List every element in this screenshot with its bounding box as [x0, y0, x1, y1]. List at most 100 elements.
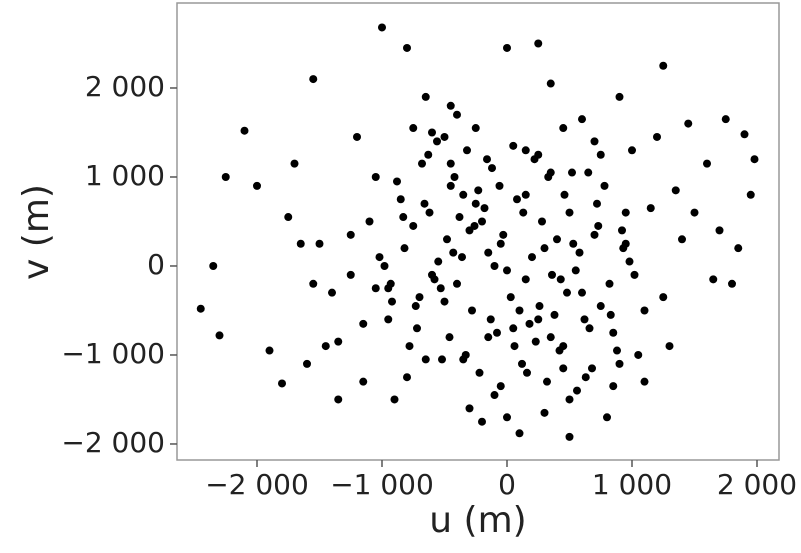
- point: [365, 217, 374, 226]
- point: [609, 328, 618, 337]
- y-tick-label: 0: [147, 248, 165, 281]
- point: [445, 333, 454, 342]
- point: [443, 235, 451, 244]
- point: [625, 257, 634, 266]
- plot-frame: [176, 2, 780, 461]
- point: [409, 221, 418, 230]
- x-tick-label: 1 000: [592, 468, 672, 501]
- point: [521, 190, 530, 199]
- point: [606, 310, 615, 319]
- point: [499, 230, 508, 239]
- point: [309, 279, 318, 288]
- point: [380, 261, 389, 270]
- point: [721, 115, 730, 124]
- point: [453, 110, 461, 119]
- point: [548, 270, 556, 279]
- point: [535, 302, 544, 311]
- point: [428, 128, 436, 137]
- point: [596, 302, 605, 311]
- point: [484, 248, 493, 257]
- point: [400, 244, 409, 253]
- point: [430, 275, 439, 284]
- point: [459, 190, 468, 199]
- point: [634, 350, 643, 359]
- point: [470, 221, 479, 230]
- point: [659, 293, 668, 302]
- point: [550, 310, 559, 319]
- point: [290, 159, 299, 168]
- point: [415, 293, 424, 302]
- x-tick-label: −2 000: [205, 468, 309, 501]
- point: [578, 288, 586, 297]
- point: [528, 253, 536, 262]
- point: [453, 279, 461, 288]
- point: [578, 115, 586, 124]
- point: [488, 164, 496, 173]
- point: [474, 186, 483, 195]
- point: [436, 284, 445, 293]
- y-tick-label: −1 000: [61, 337, 165, 370]
- point: [384, 315, 393, 324]
- point: [334, 395, 343, 404]
- y-tick-label: 2 000: [85, 70, 165, 103]
- point: [556, 275, 565, 284]
- point: [493, 328, 501, 337]
- point: [490, 391, 499, 400]
- point: [296, 239, 305, 248]
- point: [424, 150, 433, 159]
- point: [684, 119, 693, 128]
- x-tick-label: 0: [498, 468, 516, 501]
- point: [588, 364, 596, 373]
- point: [421, 355, 430, 364]
- point: [459, 355, 468, 364]
- point: [240, 126, 249, 135]
- point: [463, 146, 471, 155]
- point: [421, 92, 430, 101]
- point: [484, 333, 493, 342]
- point: [399, 213, 408, 222]
- point: [559, 364, 568, 373]
- point: [573, 386, 581, 395]
- point: [449, 248, 458, 257]
- point: [690, 208, 699, 217]
- point: [585, 324, 594, 333]
- point: [750, 155, 759, 164]
- point: [740, 130, 749, 139]
- point: [621, 208, 630, 217]
- point: [575, 248, 584, 257]
- point: [628, 146, 636, 155]
- point: [346, 270, 355, 279]
- point: [438, 355, 446, 364]
- point: [388, 297, 396, 306]
- point: [409, 124, 418, 133]
- point: [571, 266, 580, 275]
- point: [594, 221, 603, 230]
- point: [646, 204, 655, 213]
- point: [309, 75, 318, 84]
- point: [603, 413, 611, 422]
- point: [440, 297, 449, 306]
- point: [396, 195, 405, 204]
- point: [446, 159, 455, 168]
- point: [565, 432, 574, 441]
- point: [386, 279, 395, 288]
- point: [525, 319, 534, 328]
- point: [523, 368, 531, 377]
- point: [540, 408, 549, 417]
- point: [496, 382, 505, 391]
- point: [495, 181, 504, 190]
- point: [728, 279, 736, 288]
- point: [618, 226, 626, 235]
- point: [590, 230, 599, 239]
- point: [560, 190, 569, 199]
- point: [609, 382, 618, 391]
- point: [715, 226, 724, 235]
- y-axis-label: v (m): [16, 184, 57, 280]
- point: [531, 337, 540, 346]
- point: [534, 150, 543, 159]
- point: [515, 429, 524, 438]
- point: [563, 288, 571, 297]
- point: [559, 124, 568, 133]
- point: [640, 306, 649, 315]
